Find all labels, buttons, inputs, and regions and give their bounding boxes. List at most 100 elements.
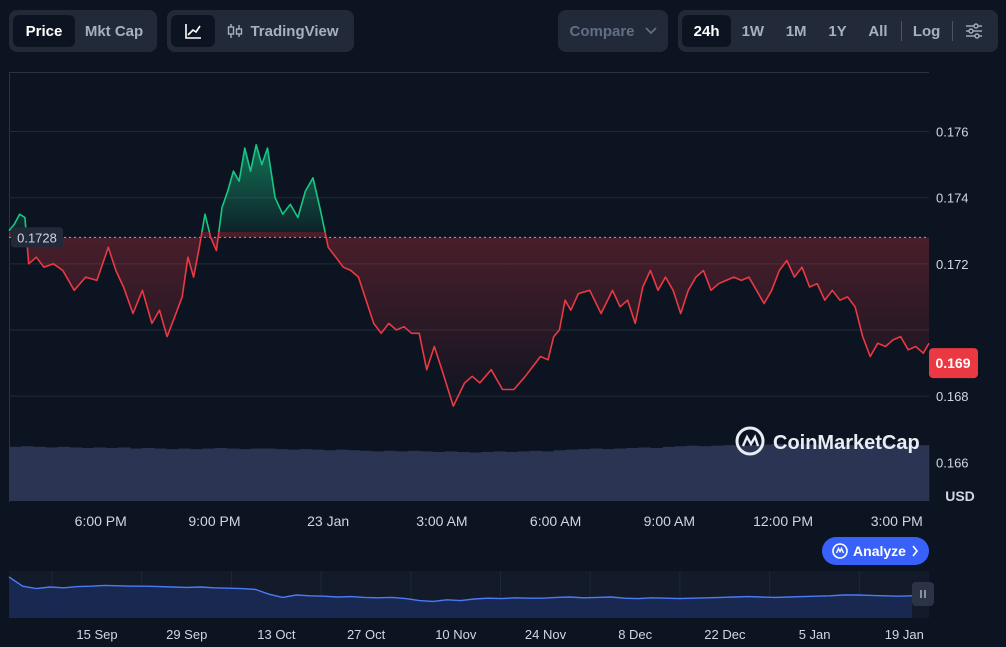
y-tick-label: 0.168 xyxy=(936,389,969,404)
current-price-value: 0.169 xyxy=(935,355,970,371)
volume-bar xyxy=(372,451,385,501)
volume-bar xyxy=(880,444,893,501)
range-all[interactable]: All xyxy=(868,22,888,40)
line-chart-button[interactable] xyxy=(171,15,215,47)
chart-settings-button[interactable] xyxy=(955,15,994,47)
range-1w[interactable]: 1W xyxy=(741,22,765,40)
volume-bar xyxy=(69,447,82,501)
volume-bar xyxy=(33,446,46,501)
range-1y[interactable]: 1Y xyxy=(828,22,847,40)
area-below-baseline xyxy=(9,232,929,407)
volume-bar xyxy=(408,450,421,501)
volume-bar xyxy=(166,449,179,501)
volume-bar xyxy=(45,447,58,501)
navigator-x-label: 27 Oct xyxy=(347,627,386,642)
volume-bar xyxy=(735,445,748,501)
navigator-x-label: 10 Nov xyxy=(435,627,477,642)
volume-bar xyxy=(347,450,361,501)
navigator-x-labels: 15 Sep 29 Sep 13 Oct 27 Oct 10 Nov 24 Nov 8 De… xyxy=(76,627,923,642)
volume-bar xyxy=(154,448,167,501)
y-tick-label: 0.174 xyxy=(936,191,969,206)
volume-bar xyxy=(541,451,555,501)
volume-bar xyxy=(456,451,470,501)
volume-bar xyxy=(142,447,155,501)
volume-bar xyxy=(9,446,22,501)
volume-bar xyxy=(130,448,143,501)
volume-bar xyxy=(57,446,70,501)
price-tab[interactable]: Price xyxy=(13,15,75,47)
range-1m[interactable]: 1M xyxy=(785,22,807,40)
volume-bar xyxy=(650,447,663,501)
candlestick-icon xyxy=(228,24,243,38)
navigator-x-label: 5 Jan xyxy=(799,627,831,642)
price-line-down xyxy=(25,232,930,407)
volume-bar xyxy=(638,447,651,501)
volume-bar xyxy=(226,448,240,501)
analyze-button[interactable]: Analyze xyxy=(822,537,929,565)
volume-bar xyxy=(844,445,857,501)
volume-bar xyxy=(868,444,881,501)
range-24h[interactable]: 24h xyxy=(682,15,732,47)
volume-bar xyxy=(686,445,700,501)
volume-bar xyxy=(856,444,869,501)
volume-bar xyxy=(529,450,542,501)
volume-bar xyxy=(517,451,530,501)
volume-bar xyxy=(711,445,724,501)
volume-bar xyxy=(481,451,494,501)
y-axis: 0.176 0.174 0.172 0.168 0.166 xyxy=(936,125,969,471)
x-tick-label: 6:00 AM xyxy=(530,513,581,529)
chevron-right-icon xyxy=(912,545,918,557)
sliders-icon xyxy=(966,23,983,39)
volume-bar xyxy=(771,444,785,501)
log-scale-button[interactable]: Log xyxy=(912,22,941,40)
x-tick-label: 9:00 PM xyxy=(188,513,240,529)
baseline-label: 0.1728 xyxy=(11,227,63,248)
volume-bar xyxy=(105,447,119,501)
volume-bar xyxy=(275,449,288,501)
volume-bar xyxy=(577,449,591,501)
navigator-x-label: 29 Sep xyxy=(166,627,207,642)
volume-bar xyxy=(178,448,191,501)
volume-bar xyxy=(892,445,906,501)
x-tick-label: 3:00 PM xyxy=(871,513,923,529)
toolbar-divider xyxy=(951,21,953,41)
volume-bar xyxy=(432,451,446,501)
volume-bar xyxy=(81,447,95,501)
volume-bar xyxy=(590,448,603,501)
volume-bar xyxy=(21,446,34,501)
navigator-line xyxy=(8,576,913,603)
volume-bar xyxy=(759,444,772,501)
navigator-x-label: 19 Jan xyxy=(885,627,924,642)
volume-bar xyxy=(747,445,760,501)
volume-bar xyxy=(783,444,797,501)
volume-bar xyxy=(699,446,712,501)
volume-bar xyxy=(820,445,833,501)
toolbar-divider xyxy=(900,21,902,41)
volume-bar xyxy=(202,448,216,501)
volume-bar xyxy=(190,449,203,501)
volume-bar xyxy=(263,448,276,501)
volume-bar xyxy=(360,450,373,501)
x-axis: 6:00 PM 9:00 PM 23 Jan 3:00 AM 6:00 AM 9:00 A… xyxy=(75,513,923,529)
x-tick-label: 6:00 PM xyxy=(75,513,127,529)
volume-bar xyxy=(251,448,264,501)
volume-bar xyxy=(565,449,579,501)
navigator-area xyxy=(9,577,912,618)
coinmarketcap-watermark: CoinMarketCap xyxy=(735,426,920,456)
navigator-x-label: 24 Nov xyxy=(525,627,567,642)
volume-bar xyxy=(493,451,506,501)
mkt-cap-tab[interactable]: Mkt Cap xyxy=(84,22,144,40)
volume-bar xyxy=(335,449,349,501)
navigator-x-label: 15 Sep xyxy=(76,627,117,642)
navigator-x-label: 13 Oct xyxy=(257,627,296,642)
volume-bar xyxy=(323,450,337,501)
coinmarketcap-logo-icon xyxy=(735,426,765,456)
range-navigator[interactable]: 15 Sep 29 Sep 13 Oct 27 Oct 10 Nov 24 Nov 8 De… xyxy=(8,571,929,642)
navigator-handle[interactable] xyxy=(912,582,934,606)
volume-bar xyxy=(904,445,918,501)
tradingview-button[interactable]: TradingView xyxy=(215,15,350,47)
range-selector: 24h 1W 1M 1Y All Log xyxy=(678,10,998,52)
area-above-baseline xyxy=(9,144,326,232)
compare-dropdown[interactable]: Compare xyxy=(558,10,668,52)
